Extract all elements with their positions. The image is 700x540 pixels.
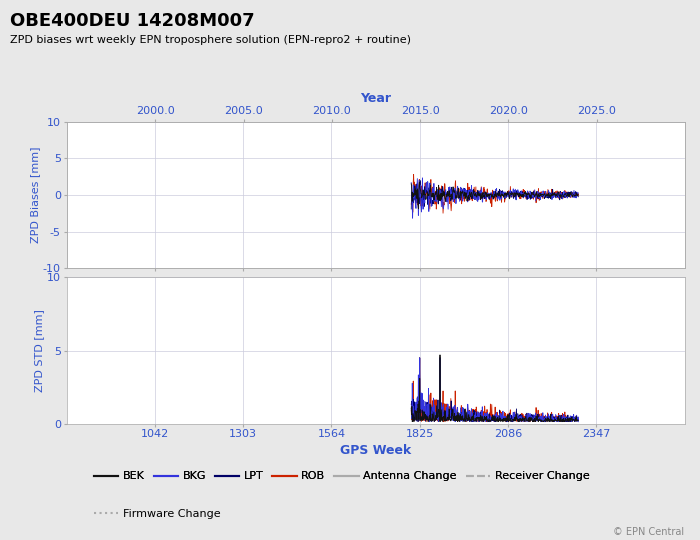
- Y-axis label: ZPD STD [mm]: ZPD STD [mm]: [34, 309, 44, 392]
- Text: OBE400DEU 14208M007: OBE400DEU 14208M007: [10, 12, 255, 30]
- Legend: Firmware Change: Firmware Change: [90, 505, 225, 524]
- Legend: BEK, BKG, LPT, ROB, Antenna Change, Receiver Change: BEK, BKG, LPT, ROB, Antenna Change, Rece…: [90, 467, 594, 486]
- Text: ZPD biases wrt weekly EPN troposphere solution (EPN-repro2 + routine): ZPD biases wrt weekly EPN troposphere so…: [10, 35, 412, 45]
- Y-axis label: ZPD Biases [mm]: ZPD Biases [mm]: [30, 147, 40, 243]
- Text: © EPN Central: © EPN Central: [613, 527, 685, 537]
- X-axis label: GPS Week: GPS Week: [340, 444, 411, 457]
- X-axis label: Year: Year: [360, 92, 391, 105]
